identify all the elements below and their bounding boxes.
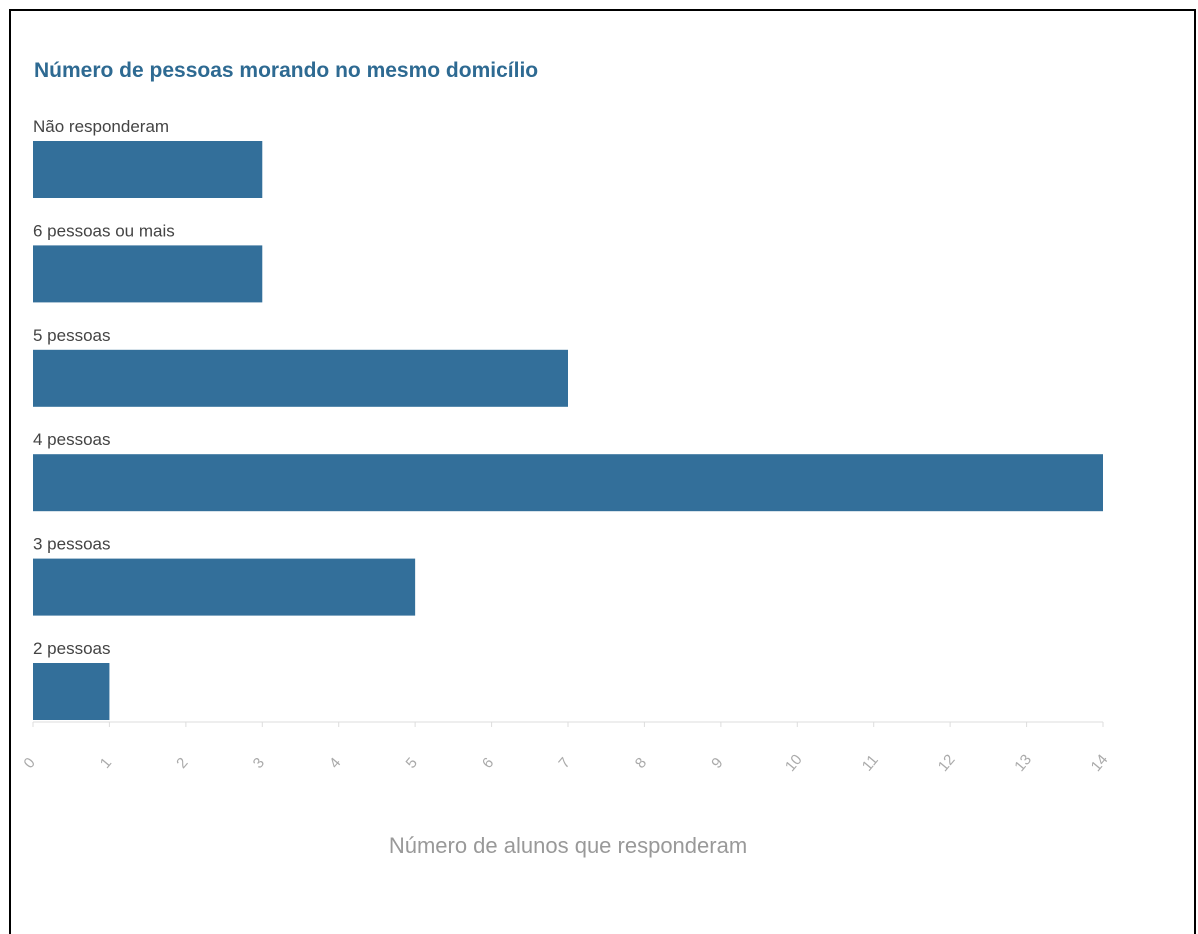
bar [33, 245, 263, 303]
tick-label: 10 [782, 751, 806, 775]
category-label: 6 pessoas ou mais [33, 221, 175, 240]
category-label: 5 pessoas [33, 326, 111, 345]
tick-label: 8 [632, 754, 650, 771]
tick-label: 13 [1011, 751, 1035, 775]
x-axis-ticks: 0 1 2 3 4 5 6 7 8 9 10 11 12 13 14 [20, 722, 1111, 775]
tick-label: 6 [479, 754, 497, 771]
category-label: Não responderam [33, 117, 169, 136]
tick-label: 7 [555, 754, 573, 771]
tick-label: 3 [250, 754, 268, 771]
tick-label: 0 [20, 754, 38, 771]
tick-label: 11 [859, 752, 882, 775]
category-label: 4 pessoas [33, 430, 111, 449]
category-labels: Não responderam 6 pessoas ou mais 5 pessoa… [33, 117, 175, 658]
bar [33, 454, 1103, 512]
category-label: 2 pessoas [33, 639, 111, 658]
tick-label: 4 [326, 754, 344, 771]
bars [33, 141, 1103, 720]
bar [33, 349, 568, 407]
chart-frame [9, 9, 1196, 934]
chart-title: Número de pessoas morando no mesmo domic… [34, 59, 538, 82]
category-label: 3 pessoas [33, 535, 111, 554]
tick-label: 2 [173, 754, 191, 771]
bar [33, 141, 263, 198]
tick-label: 12 [935, 751, 959, 775]
bar [33, 558, 416, 616]
tick-label: 9 [708, 754, 726, 771]
tick-label: 1 [97, 754, 115, 771]
bar [33, 663, 110, 720]
x-axis-label: Número de alunos que responderam [389, 833, 747, 858]
tick-label: 14 [1088, 751, 1112, 775]
tick-label: 5 [403, 754, 421, 771]
